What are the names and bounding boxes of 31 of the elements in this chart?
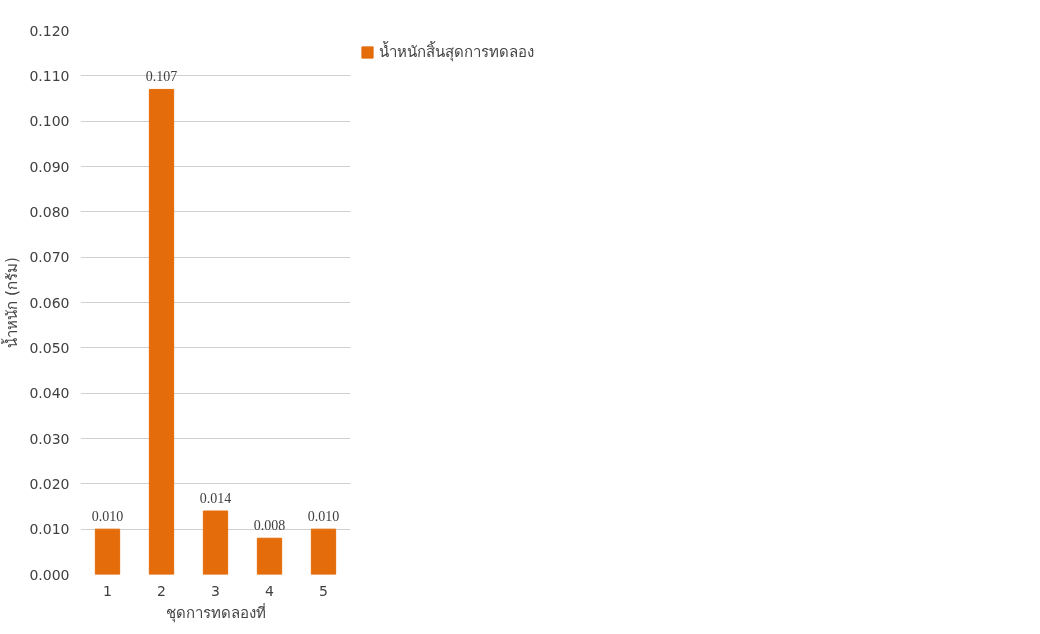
bar [148, 88, 175, 575]
y-tick-label: 0.120 [29, 22, 70, 39]
y-tick-label: 0.050 [29, 339, 70, 356]
y-tick-label: 0.010 [29, 521, 70, 538]
y-tick-label: 0.070 [29, 249, 70, 266]
y-axis-title: น้ำหนัก (กรัม) [1, 257, 22, 348]
y-tick-label: 0.100 [29, 113, 70, 130]
data-label: 0.107 [145, 69, 178, 85]
data-label: 0.014 [199, 491, 232, 507]
bar [94, 528, 121, 575]
x-axis-title: ชุดการทดลองที่ [165, 601, 266, 623]
y-tick-label: 0.030 [29, 430, 70, 447]
x-tick-label: 4 [265, 582, 275, 599]
bar [256, 537, 283, 575]
x-tick-label: 3 [211, 582, 220, 599]
x-tick-label: 1 [103, 582, 112, 599]
data-label: 0.010 [91, 509, 124, 525]
x-tick-label: 5 [319, 582, 328, 599]
y-tick-label: 0.020 [29, 475, 70, 492]
bar [202, 510, 229, 575]
data-label: 0.008 [253, 518, 286, 534]
legend-label: น้ำหนักสิ้นสุดการทดลอง [379, 40, 534, 64]
bar [310, 528, 337, 575]
y-tick-label: 0.040 [29, 385, 70, 402]
y-tick-label: 0.000 [29, 566, 70, 583]
y-tick-label: 0.060 [29, 294, 70, 311]
y-tick-label: 0.080 [29, 203, 70, 220]
x-tick-label: 2 [157, 582, 166, 599]
y-tick-label: 0.110 [29, 67, 70, 84]
data-label: 0.010 [307, 509, 340, 525]
y-tick-label: 0.090 [29, 158, 70, 175]
